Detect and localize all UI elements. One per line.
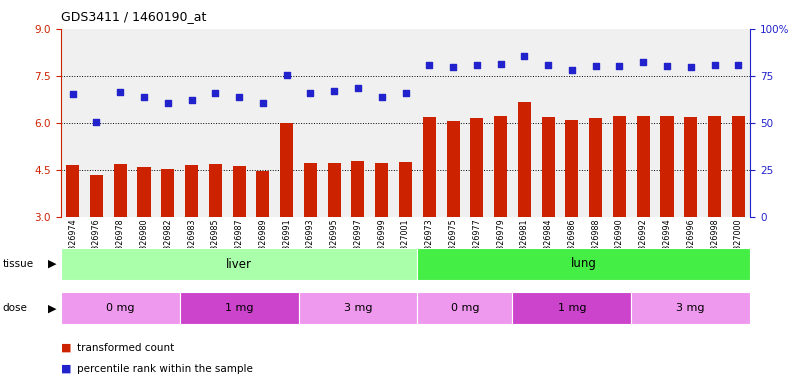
Point — [637, 59, 650, 65]
Bar — [517, 103, 531, 217]
Point — [732, 62, 744, 68]
Text: ■: ■ — [61, 343, 71, 353]
Bar — [589, 118, 603, 217]
Bar — [418, 292, 513, 324]
Text: 0 mg: 0 mg — [106, 303, 135, 313]
Bar — [732, 116, 744, 217]
Bar — [185, 165, 198, 217]
Bar — [470, 118, 483, 217]
Bar — [399, 162, 412, 217]
Point — [589, 63, 602, 69]
Point — [90, 119, 103, 125]
Point — [304, 90, 317, 96]
Text: 1 mg: 1 mg — [225, 303, 253, 313]
Text: dose: dose — [2, 303, 28, 313]
Point — [613, 63, 626, 69]
Text: liver: liver — [226, 258, 252, 270]
Bar — [565, 120, 578, 217]
Point — [708, 62, 721, 68]
Point — [114, 89, 127, 96]
Text: tissue: tissue — [2, 259, 33, 269]
Text: 1 mg: 1 mg — [558, 303, 586, 313]
Point — [233, 94, 246, 100]
Bar — [208, 164, 222, 217]
Point — [351, 85, 364, 91]
Text: lung: lung — [571, 258, 597, 270]
Bar — [61, 292, 180, 324]
Point — [542, 63, 555, 69]
Bar — [423, 117, 436, 217]
Bar — [631, 292, 750, 324]
Bar — [637, 116, 650, 217]
Point — [399, 90, 412, 96]
Point — [494, 61, 507, 67]
Point — [280, 72, 293, 78]
Bar — [233, 166, 246, 217]
Bar — [375, 163, 388, 217]
Point — [161, 100, 174, 106]
Point — [375, 94, 388, 100]
Bar — [304, 163, 317, 217]
Bar — [280, 123, 294, 217]
Bar — [613, 116, 626, 217]
Point — [660, 63, 673, 69]
Bar — [684, 117, 697, 217]
Text: GDS3411 / 1460190_at: GDS3411 / 1460190_at — [61, 10, 206, 23]
Bar — [61, 248, 418, 280]
Text: ▶: ▶ — [49, 259, 57, 269]
Point — [209, 90, 222, 96]
Bar — [447, 121, 460, 217]
Text: ▶: ▶ — [49, 303, 57, 313]
Point — [328, 88, 341, 94]
Text: percentile rank within the sample: percentile rank within the sample — [77, 364, 253, 374]
Point — [423, 62, 436, 68]
Bar — [114, 164, 127, 217]
Bar — [161, 169, 174, 217]
Point — [447, 64, 460, 70]
Bar — [494, 116, 507, 217]
Bar — [513, 292, 631, 324]
Bar — [542, 117, 555, 217]
Text: 3 mg: 3 mg — [676, 303, 705, 313]
Bar — [90, 175, 103, 217]
Bar — [138, 167, 151, 217]
Bar — [708, 116, 721, 217]
Point — [470, 63, 483, 69]
Text: transformed count: transformed count — [77, 343, 174, 353]
Bar — [180, 292, 298, 324]
Bar — [298, 292, 418, 324]
Bar — [256, 171, 269, 217]
Point — [565, 67, 578, 73]
Point — [67, 91, 79, 97]
Text: ■: ■ — [61, 364, 71, 374]
Point — [185, 97, 198, 103]
Point — [518, 53, 531, 60]
Bar — [418, 248, 750, 280]
Text: 3 mg: 3 mg — [344, 303, 372, 313]
Bar — [351, 161, 364, 217]
Point — [684, 64, 697, 70]
Bar — [660, 116, 673, 217]
Text: 0 mg: 0 mg — [451, 303, 479, 313]
Bar — [328, 163, 341, 217]
Point — [138, 94, 151, 100]
Bar — [67, 165, 79, 217]
Point — [256, 100, 269, 106]
